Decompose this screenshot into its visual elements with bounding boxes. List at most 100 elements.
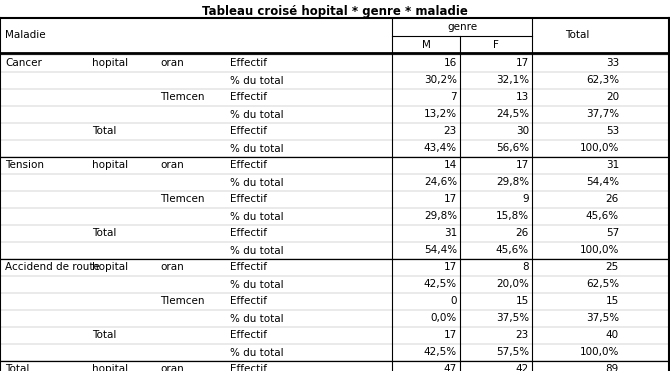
Text: 100,0%: 100,0% [580, 144, 619, 154]
Text: oran: oran [160, 59, 184, 69]
Text: % du total: % du total [230, 177, 283, 187]
Text: 29,8%: 29,8% [424, 211, 457, 221]
Text: 17: 17 [516, 59, 529, 69]
Text: 0,0%: 0,0% [431, 313, 457, 324]
Text: 30,2%: 30,2% [424, 76, 457, 85]
Text: Tableau croisé hopital * genre * maladie: Tableau croisé hopital * genre * maladie [202, 5, 468, 18]
Text: Total: Total [565, 30, 589, 40]
Text: 37,5%: 37,5% [496, 313, 529, 324]
Text: % du total: % du total [230, 246, 283, 256]
Text: 24,5%: 24,5% [496, 109, 529, 119]
Text: Total: Total [5, 364, 29, 371]
Text: 100,0%: 100,0% [580, 246, 619, 256]
Text: Total: Total [92, 127, 117, 137]
Text: genre: genre [447, 22, 477, 32]
Text: M: M [421, 39, 430, 49]
Text: 17: 17 [444, 263, 457, 273]
Text: % du total: % du total [230, 144, 283, 154]
Text: oran: oran [160, 263, 184, 273]
Text: 23: 23 [516, 331, 529, 341]
Text: oran: oran [160, 364, 184, 371]
Text: % du total: % du total [230, 279, 283, 289]
Text: Effectif: Effectif [230, 229, 267, 239]
Text: 45,6%: 45,6% [496, 246, 529, 256]
Text: 57: 57 [606, 229, 619, 239]
Text: 100,0%: 100,0% [580, 348, 619, 358]
Text: Effectif: Effectif [230, 194, 267, 204]
Text: 42,5%: 42,5% [424, 279, 457, 289]
Text: 54,4%: 54,4% [586, 177, 619, 187]
Text: 23: 23 [444, 127, 457, 137]
Text: 9: 9 [523, 194, 529, 204]
Text: Tlemcen: Tlemcen [160, 194, 204, 204]
Text: 16: 16 [444, 59, 457, 69]
Text: hopital: hopital [92, 161, 128, 171]
Text: 62,5%: 62,5% [586, 279, 619, 289]
Text: Tlemcen: Tlemcen [160, 92, 204, 102]
Text: % du total: % du total [230, 76, 283, 85]
Text: % du total: % du total [230, 348, 283, 358]
Text: Effectif: Effectif [230, 296, 267, 306]
Text: 14: 14 [444, 161, 457, 171]
Text: hopital: hopital [92, 59, 128, 69]
Text: % du total: % du total [230, 211, 283, 221]
Text: Tension: Tension [5, 161, 44, 171]
Text: 29,8%: 29,8% [496, 177, 529, 187]
Text: 17: 17 [444, 194, 457, 204]
Text: Effectif: Effectif [230, 59, 267, 69]
Text: 15: 15 [606, 296, 619, 306]
Text: 37,5%: 37,5% [586, 313, 619, 324]
Text: 42: 42 [516, 364, 529, 371]
Text: 0: 0 [450, 296, 457, 306]
Text: 8: 8 [523, 263, 529, 273]
Text: 33: 33 [606, 59, 619, 69]
Text: 13,2%: 13,2% [424, 109, 457, 119]
Text: Tlemcen: Tlemcen [160, 296, 204, 306]
Text: 25: 25 [606, 263, 619, 273]
Text: 53: 53 [606, 127, 619, 137]
Text: hopital: hopital [92, 263, 128, 273]
Text: 17: 17 [444, 331, 457, 341]
Text: 89: 89 [606, 364, 619, 371]
Text: 17: 17 [516, 161, 529, 171]
Text: % du total: % du total [230, 313, 283, 324]
Text: 31: 31 [444, 229, 457, 239]
Text: 43,4%: 43,4% [424, 144, 457, 154]
Text: 40: 40 [606, 331, 619, 341]
Text: 54,4%: 54,4% [424, 246, 457, 256]
Text: 42,5%: 42,5% [424, 348, 457, 358]
Text: 32,1%: 32,1% [496, 76, 529, 85]
Text: 20: 20 [606, 92, 619, 102]
Text: 24,6%: 24,6% [424, 177, 457, 187]
Text: Cancer: Cancer [5, 59, 42, 69]
Text: Total: Total [92, 229, 117, 239]
Text: 7: 7 [450, 92, 457, 102]
Text: 37,7%: 37,7% [586, 109, 619, 119]
Text: 30: 30 [516, 127, 529, 137]
Text: % du total: % du total [230, 109, 283, 119]
Text: oran: oran [160, 161, 184, 171]
Text: 26: 26 [516, 229, 529, 239]
Text: 47: 47 [444, 364, 457, 371]
Text: Effectif: Effectif [230, 92, 267, 102]
Text: 62,3%: 62,3% [586, 76, 619, 85]
Text: Total: Total [92, 331, 117, 341]
Text: F: F [493, 39, 499, 49]
Text: Effectif: Effectif [230, 364, 267, 371]
Text: 31: 31 [606, 161, 619, 171]
Text: Effectif: Effectif [230, 161, 267, 171]
Text: Effectif: Effectif [230, 331, 267, 341]
Text: Maladie: Maladie [5, 30, 46, 40]
Text: 13: 13 [516, 92, 529, 102]
Text: Effectif: Effectif [230, 263, 267, 273]
Text: Effectif: Effectif [230, 127, 267, 137]
Text: 57,5%: 57,5% [496, 348, 529, 358]
Text: hopital: hopital [92, 364, 128, 371]
Text: 45,6%: 45,6% [586, 211, 619, 221]
Text: Accidend de route: Accidend de route [5, 263, 100, 273]
Text: 20,0%: 20,0% [496, 279, 529, 289]
Text: 26: 26 [606, 194, 619, 204]
Text: 15: 15 [516, 296, 529, 306]
Text: 15,8%: 15,8% [496, 211, 529, 221]
Text: 56,6%: 56,6% [496, 144, 529, 154]
